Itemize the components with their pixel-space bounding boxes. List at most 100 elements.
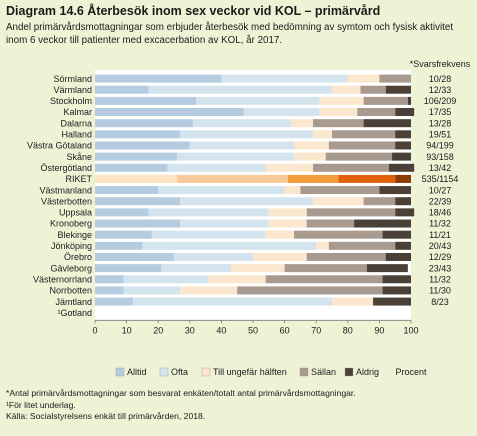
x-tick-label-40: 40 [216,325,226,335]
legend-label-ofta: Ofta [171,367,188,377]
bar-blekinge-aldrig [382,230,411,239]
bar-värmland-till-ungefär-hälften [332,85,361,94]
category-label-värmland: Värmland [53,85,92,95]
bar-blekinge-till-ungefär-hälften [265,230,295,239]
x-tick-label-50: 50 [248,325,258,335]
category-label-blekinge: Blekinge [57,230,92,240]
bar-jönköping-aldrig [395,241,411,250]
bar-värmland-ofta [148,85,332,94]
bar-jönköping-till-ungefär-hälften [316,241,329,250]
chart-subtitle: Andel primärvårdsmottagningar som erbjud… [6,22,454,46]
legend-swatch-ofta [159,367,169,377]
legend-label-aldrig: Aldrig [356,367,379,377]
bar-västmanland-ofta [158,186,285,195]
bar-jönköping-alltid [95,241,143,250]
bar-norrbotten-aldrig [382,286,411,295]
footnote-source: Källa: Socialstyrelsens enkät till primä… [6,411,206,421]
category-label-dalarna: Dalarna [60,118,92,128]
category-label-norrbotten: Norrbotten [49,286,92,296]
bar-dalarna-ofta [192,119,291,128]
category-label-kalmar: Kalmar [63,107,92,117]
bar-uppsala-aldrig [395,208,415,217]
category-label-västernorrland: Västernorrland [33,274,92,284]
bar-östergötland-alltid [95,163,168,172]
bar-uppsala-sällan [306,208,396,217]
legend-swatch-sällan [299,367,309,377]
legend-swatch-till-ungefär-hälften [201,367,211,377]
response-rate-västerbotten: 22/39 [429,196,452,206]
category-label-östergötland: Östergötland [40,163,92,173]
bar-halland-alltid [95,130,181,139]
bar-sörmland-alltid [95,74,222,83]
bar-örebro-alltid [95,252,174,261]
bar-kalmar-aldrig [395,108,415,117]
bar-kronoberg-alltid [95,219,181,228]
bar-kronoberg-sällan [306,219,355,228]
footnotes: *Antal primärvårdsmottagningar som besva… [6,388,471,423]
bar-sörmland-ofta [221,74,348,83]
bar-örebro-sällan [306,252,386,261]
bar-halland-ofta [180,130,314,139]
bar-kronoberg-ofta [180,219,269,228]
bar-kalmar-till-ungefär-hälften [319,108,358,117]
bar-skåne-aldrig [392,152,411,161]
x-axis-label: Procent [395,367,427,377]
bar-jämtland-till-ungefär-hälften [332,297,374,306]
bar-västra-götaland-ofta [189,141,295,150]
bar-riket-aldrig [395,174,411,183]
bar-norrbotten-ofta [123,286,181,295]
bar-stockholm-sällan [363,96,408,105]
bar-gävleborg-sällan [284,264,367,273]
bar-stockholm-till-ungefär-hälften [319,96,364,105]
bar-riket-sällan [338,174,396,183]
bar-stockholm-ofta [196,96,320,105]
legend-swatch-alltid [115,367,125,377]
bar-västra-götaland-aldrig [395,141,411,150]
bar-gävleborg-aldrig [366,264,408,273]
bar-värmland-sällan [360,85,386,94]
response-rate-västmanland: 10/27 [429,185,452,195]
bar-kalmar-ofta [243,108,320,117]
response-rate-norrbotten: 11/30 [429,286,451,296]
bar-halland-till-ungefär-hälften [313,130,332,139]
category-label-sörmland: Sörmland [53,74,92,84]
bar-östergötland-aldrig [388,163,415,172]
bar-västerbotten-alltid [95,197,181,206]
bar-västerbotten-aldrig [395,197,411,206]
bar-halland-sällan [332,130,396,139]
bar-sörmland-sällan [379,74,411,83]
response-rate-jämtland: 8/23 [431,297,449,307]
response-rate-kalmar: 17/35 [429,107,452,117]
bar-kalmar-alltid [95,108,244,117]
bar-gävleborg-alltid [95,264,162,273]
bar-blekinge-alltid [95,230,152,239]
bar-dalarna-alltid [95,119,193,128]
response-rate-jönköping: 20/43 [429,241,452,251]
category-label-örebro: Örebro [64,252,92,262]
bar-östergötland-sällan [313,163,389,172]
bar-jönköping-sällan [328,241,396,250]
bar-västmanland-alltid [95,186,159,195]
response-rate-värmland: 12/33 [429,85,452,95]
response-rate-örebro: 12/29 [429,252,452,262]
bar-dalarna-aldrig [363,119,411,128]
bar-blekinge-sällan [294,230,383,239]
bar-kronoberg-aldrig [354,219,411,228]
bar-uppsala-alltid [95,208,149,217]
bar-jämtland-alltid [95,297,133,306]
x-tick-label-80: 80 [343,325,353,335]
category-label-västerbotten: Västerbotten [41,196,92,206]
x-tick-label-90: 90 [374,325,384,335]
x-tick-label-20: 20 [153,325,163,335]
response-rate-halland: 19/51 [429,130,452,140]
bar-västra-götaland-sällan [328,141,396,150]
bar-uppsala-ofta [148,208,269,217]
bar-norrbotten-till-ungefär-hälften [180,286,238,295]
bar-örebro-aldrig [385,252,411,261]
bar-jämtland-aldrig [373,297,411,306]
response-rate-dalarna: 13/28 [429,118,452,128]
bar-norrbotten-alltid [95,286,124,295]
chart-title: Diagram 14.6 Återbesök inom sex veckor v… [6,4,381,18]
response-rate-blekinge: 11/21 [429,230,451,240]
